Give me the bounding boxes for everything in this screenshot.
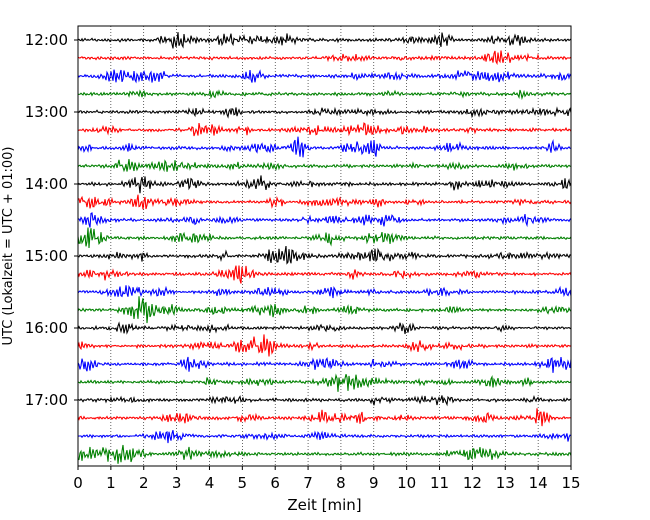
trace-line bbox=[77, 212, 572, 228]
trace-line bbox=[77, 136, 572, 158]
y-axis: 12:00 13:00 14:00 15:00 16:00 17:00 bbox=[25, 31, 78, 409]
x-tick-label: 3 bbox=[172, 474, 182, 492]
trace-line bbox=[77, 356, 572, 373]
trace-line bbox=[77, 334, 572, 357]
trace-line bbox=[77, 265, 572, 284]
y-tick-label: 13:00 bbox=[25, 103, 68, 121]
x-tick-label: 13 bbox=[496, 474, 515, 492]
x-tick-label: 0 bbox=[73, 474, 83, 492]
x-tick-label: 6 bbox=[270, 474, 280, 492]
x-axis: 0 1 2 3 4 5 6 7 8 9 10 11 12 13 14 15 bbox=[73, 466, 581, 492]
trace-line bbox=[77, 408, 572, 427]
trace-line bbox=[77, 430, 572, 444]
trace-line bbox=[77, 321, 572, 335]
trace-line bbox=[77, 122, 572, 137]
trace-line bbox=[77, 296, 572, 324]
trace-line bbox=[77, 194, 572, 210]
x-axis-label: Zeit [min] bbox=[287, 496, 361, 514]
trace-line bbox=[77, 394, 572, 407]
trace-line bbox=[77, 89, 572, 101]
vertical-grid bbox=[110, 26, 539, 466]
x-tick-label: 4 bbox=[205, 474, 215, 492]
y-tick-label: 16:00 bbox=[25, 319, 68, 337]
x-tick-label: 8 bbox=[336, 474, 346, 492]
seismogram-traces bbox=[77, 32, 572, 464]
y-tick-label: 15:00 bbox=[25, 247, 68, 265]
x-tick-label: 7 bbox=[303, 474, 313, 492]
trace-line bbox=[77, 373, 572, 392]
trace-line bbox=[77, 246, 572, 265]
x-tick-label: 1 bbox=[106, 474, 116, 492]
trace-line bbox=[77, 69, 572, 84]
trace-line bbox=[77, 175, 572, 194]
plot-frame bbox=[77, 25, 572, 467]
y-tick-label: 14:00 bbox=[25, 175, 68, 193]
x-tick-label: 2 bbox=[139, 474, 149, 492]
x-tick-label: 11 bbox=[430, 474, 449, 492]
trace-line bbox=[77, 106, 572, 119]
x-tick-label: 10 bbox=[397, 474, 416, 492]
y-axis-label: UTC (Lokalzeit = UTC + 01:00) bbox=[1, 147, 16, 346]
x-tick-label: 9 bbox=[369, 474, 379, 492]
trace-line bbox=[77, 159, 572, 173]
trace-line bbox=[77, 444, 572, 464]
x-tick-label: 5 bbox=[238, 474, 248, 492]
trace-line bbox=[77, 284, 572, 299]
x-tick-label: 15 bbox=[561, 474, 580, 492]
y-tick-label: 17:00 bbox=[25, 391, 68, 409]
y-tick-label: 12:00 bbox=[25, 31, 68, 49]
x-tick-label: 12 bbox=[463, 474, 482, 492]
x-tick-label: 14 bbox=[529, 474, 548, 492]
trace-line bbox=[77, 50, 572, 66]
trace-line bbox=[77, 227, 572, 248]
trace-line bbox=[77, 32, 572, 49]
